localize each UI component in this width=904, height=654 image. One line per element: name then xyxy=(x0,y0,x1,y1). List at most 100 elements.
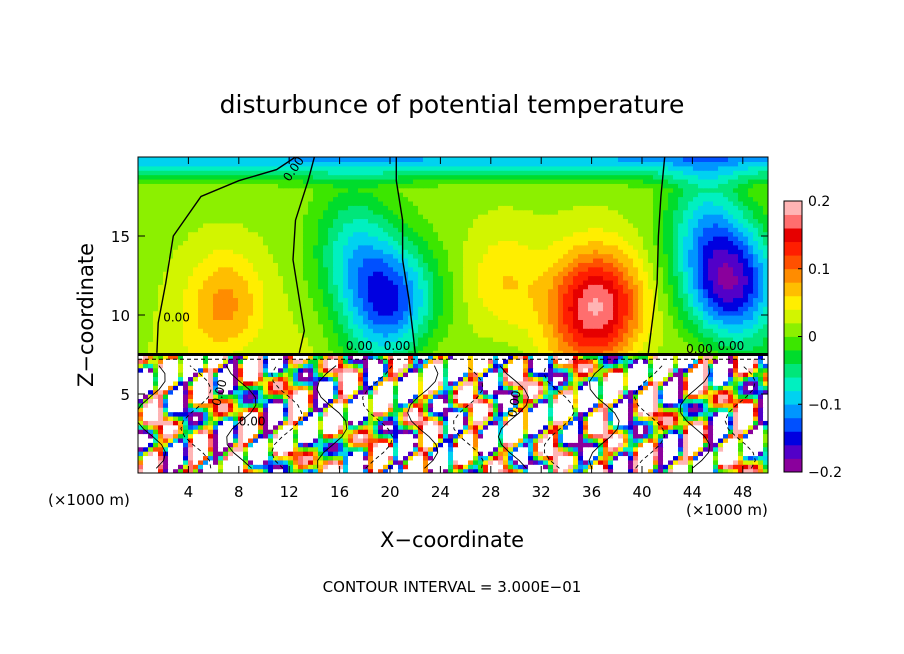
heatmap-cell xyxy=(233,385,239,391)
heatmap-cell xyxy=(388,459,394,465)
heatmap-cell xyxy=(593,402,599,408)
heatmap-cell xyxy=(173,332,179,338)
heatmap-cell xyxy=(723,323,729,329)
heatmap-cell xyxy=(418,354,424,360)
heatmap-cell xyxy=(643,437,649,443)
heatmap-cell xyxy=(518,310,524,316)
heatmap-cell xyxy=(723,385,729,391)
heatmap-cell xyxy=(323,424,329,430)
heatmap-cell xyxy=(628,398,634,404)
heatmap-cell xyxy=(268,451,274,457)
heatmap-cell xyxy=(268,345,274,351)
heatmap-cell xyxy=(688,341,694,347)
heatmap-cell xyxy=(693,385,699,391)
heatmap-cell xyxy=(318,306,324,312)
heatmap-cell xyxy=(318,315,324,320)
heatmap-cell xyxy=(253,446,259,452)
heatmap-cell xyxy=(328,350,334,356)
heatmap-cell xyxy=(743,363,749,369)
heatmap-cell xyxy=(233,407,239,413)
heatmap-cell xyxy=(588,402,594,408)
heatmap-cell xyxy=(743,411,749,417)
heatmap-cell xyxy=(473,451,479,457)
heatmap-cell xyxy=(688,407,694,413)
heatmap-cell xyxy=(393,437,399,443)
heatmap-cell xyxy=(363,315,369,320)
heatmap-cell xyxy=(653,424,659,430)
heatmap-cell xyxy=(723,315,729,320)
heatmap-cell xyxy=(663,437,669,443)
heatmap-cell xyxy=(158,297,164,303)
heatmap-cell xyxy=(343,376,349,382)
heatmap-cell xyxy=(638,464,644,470)
heatmap-cell xyxy=(458,451,464,457)
heatmap-cell xyxy=(688,455,694,461)
heatmap-cell xyxy=(668,367,674,373)
heatmap-cell xyxy=(163,350,169,356)
heatmap-cell xyxy=(288,433,294,439)
heatmap-cell xyxy=(218,350,224,356)
heatmap-cell xyxy=(353,328,359,334)
heatmap-cell xyxy=(223,407,229,413)
heatmap-cell xyxy=(183,310,189,316)
heatmap-cell xyxy=(533,363,539,369)
heatmap-cell xyxy=(568,420,574,426)
heatmap-cell xyxy=(213,323,219,329)
heatmap-cell xyxy=(338,354,344,360)
heatmap-cell xyxy=(693,315,699,320)
heatmap-cell xyxy=(373,354,379,360)
heatmap-cell xyxy=(598,310,604,316)
heatmap-cell xyxy=(543,372,549,378)
heatmap-cell xyxy=(703,345,709,351)
heatmap-cell xyxy=(363,468,369,473)
heatmap-cell xyxy=(373,402,379,408)
heatmap-cell xyxy=(393,319,399,325)
heatmap-cell xyxy=(588,411,594,417)
heatmap-cell xyxy=(228,411,234,417)
heatmap-cell xyxy=(703,446,709,452)
heatmap-cell xyxy=(673,398,679,404)
heatmap-cell xyxy=(623,372,629,378)
heatmap-cell xyxy=(618,468,624,473)
heatmap-cell xyxy=(503,420,509,426)
heatmap-cell xyxy=(223,459,229,465)
heatmap-cell xyxy=(373,363,379,369)
heatmap-cell xyxy=(693,341,699,347)
heatmap-cell xyxy=(358,415,364,421)
heatmap-cell xyxy=(278,420,284,426)
heatmap-cell xyxy=(383,394,389,399)
heatmap-cell xyxy=(563,372,569,378)
heatmap-cell xyxy=(408,358,414,364)
heatmap-cell xyxy=(678,310,684,316)
heatmap-cell xyxy=(573,306,579,312)
heatmap-cell xyxy=(763,332,768,338)
heatmap-cell xyxy=(698,372,704,378)
heatmap-cell xyxy=(168,350,174,356)
heatmap-cell xyxy=(733,459,739,465)
heatmap-cell xyxy=(538,415,544,421)
heatmap-cell xyxy=(293,323,299,329)
heatmap-cell xyxy=(543,350,549,356)
heatmap-cell xyxy=(223,363,229,369)
heatmap-cell xyxy=(163,442,169,448)
heatmap-cell xyxy=(718,323,724,329)
heatmap-cell xyxy=(718,424,724,430)
heatmap-cell xyxy=(553,319,559,325)
heatmap-cell xyxy=(278,451,284,457)
heatmap-cell xyxy=(363,332,369,338)
heatmap-cell xyxy=(178,363,184,369)
heatmap-cell xyxy=(243,385,249,391)
heatmap-cell xyxy=(298,446,304,452)
heatmap-cell xyxy=(758,315,764,320)
heatmap-cell xyxy=(373,433,379,439)
heatmap-cell xyxy=(178,451,184,457)
heatmap-cell xyxy=(148,464,154,470)
heatmap-cell xyxy=(718,310,724,316)
heatmap-cell xyxy=(303,310,309,316)
heatmap-cell xyxy=(513,380,519,386)
heatmap-cell xyxy=(763,407,768,413)
heatmap-cell xyxy=(673,332,679,338)
heatmap-cell xyxy=(528,319,534,325)
heatmap-cell xyxy=(278,350,284,356)
heatmap-cell xyxy=(213,380,219,386)
